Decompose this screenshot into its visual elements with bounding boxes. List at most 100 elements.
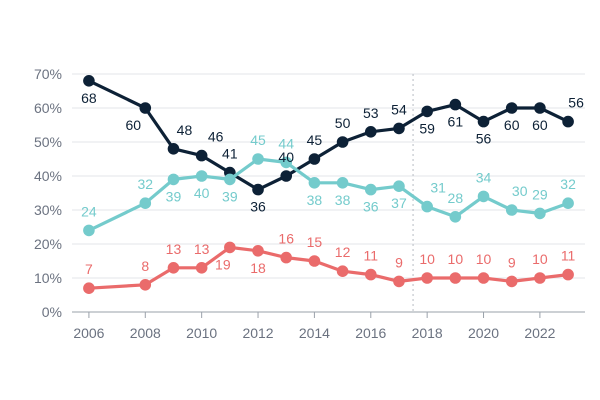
x-tick-label: 2006 <box>73 325 104 341</box>
data-label-dark-navy: 41 <box>222 146 238 162</box>
data-point-teal <box>534 207 546 220</box>
data-label-teal: 38 <box>307 192 323 208</box>
data-label-dark-navy: 68 <box>81 90 97 106</box>
data-point-teal <box>195 170 208 182</box>
x-tick-label: 2010 <box>186 325 217 341</box>
data-point-coral <box>139 279 152 291</box>
data-point-coral <box>505 275 518 288</box>
series-line-coral <box>88 245 569 290</box>
data-label-coral: 10 <box>448 251 464 267</box>
data-label-teal: 36 <box>363 199 379 215</box>
x-tick-label: 2008 <box>130 325 161 341</box>
data-point-dark-navy <box>562 115 574 128</box>
data-point-dark-navy <box>308 153 321 165</box>
data-label-coral: 13 <box>194 241 210 257</box>
x-tick-label: 2014 <box>299 325 330 341</box>
data-point-dark-navy <box>505 102 518 114</box>
y-tick-label: 0% <box>42 304 62 320</box>
data-point-coral <box>280 251 293 264</box>
data-label-coral: 8 <box>141 258 149 274</box>
data-point-dark-navy <box>534 102 546 114</box>
data-label-dark-navy: 54 <box>391 101 407 117</box>
x-tick-label: 2018 <box>412 325 443 341</box>
data-label-coral: 11 <box>364 248 379 264</box>
data-label-dark-navy: 56 <box>568 95 584 111</box>
data-point-teal <box>364 183 377 196</box>
data-point-teal <box>421 200 433 213</box>
data-label-teal: 30 <box>512 183 528 199</box>
data-point-teal <box>83 224 95 237</box>
data-point-dark-navy <box>195 149 208 162</box>
y-tick-label: 70% <box>34 66 62 82</box>
x-tick-label: 2022 <box>524 325 555 341</box>
data-label-teal: 40 <box>194 185 210 201</box>
data-point-teal <box>139 197 152 209</box>
data-point-teal <box>505 204 518 216</box>
data-point-teal <box>308 177 321 189</box>
data-label-dark-navy: 46 <box>208 129 224 145</box>
data-point-teal <box>280 156 293 169</box>
data-label-coral: 19 <box>215 256 231 272</box>
y-tick-label: 60% <box>34 100 62 116</box>
y-tick-label: 50% <box>34 134 62 150</box>
data-point-dark-navy <box>252 183 264 196</box>
data-label-teal: 31 <box>430 180 446 196</box>
data-label-teal: 37 <box>391 195 407 211</box>
data-label-teal: 32 <box>560 176 576 192</box>
data-point-teal <box>167 173 180 186</box>
data-point-dark-navy <box>280 170 293 182</box>
data-point-coral <box>252 245 264 257</box>
data-point-coral <box>83 282 95 295</box>
data-label-coral: 18 <box>250 260 266 276</box>
data-label-teal: 29 <box>532 186 548 202</box>
data-point-coral <box>167 262 180 274</box>
data-label-coral: 15 <box>307 234 323 250</box>
data-point-dark-navy <box>393 122 405 135</box>
data-point-dark-navy <box>477 115 490 128</box>
data-label-coral: 16 <box>278 231 294 247</box>
data-label-coral: 10 <box>476 251 492 267</box>
data-point-dark-navy <box>421 105 433 118</box>
data-label-dark-navy: 53 <box>363 105 379 121</box>
data-label-teal: 39 <box>166 188 182 204</box>
data-point-teal <box>477 190 490 203</box>
data-label-coral: 10 <box>532 251 548 267</box>
data-label-coral: 12 <box>335 244 351 260</box>
data-label-coral: 7 <box>85 261 93 277</box>
y-tick-label: 10% <box>34 270 62 286</box>
data-label-teal: 34 <box>476 169 492 185</box>
series-line-teal <box>88 157 569 232</box>
data-label-dark-navy: 60 <box>504 117 520 133</box>
axes: 0% 10% 20% 30% 40% 50% 60% 70% 2006 2008 2010 2012 2… <box>34 66 556 341</box>
data-label-coral: 9 <box>508 254 516 270</box>
data-point-dark-navy <box>139 102 152 114</box>
data-point-coral <box>364 268 377 281</box>
data-point-dark-navy <box>336 136 349 148</box>
data-label-dark-navy: 36 <box>250 199 266 215</box>
x-tick-label: 2016 <box>355 325 386 341</box>
y-tick-label: 30% <box>34 202 62 218</box>
data-label-teal: 39 <box>222 188 238 204</box>
data-point-coral <box>336 265 349 278</box>
data-point-coral <box>421 272 433 284</box>
data-label-coral: 13 <box>166 241 182 257</box>
data-label-dark-navy: 50 <box>335 115 351 131</box>
data-point-teal <box>252 153 264 165</box>
data-point-coral <box>477 272 490 284</box>
data-label-teal: 24 <box>81 203 97 219</box>
x-tick-label: 2012 <box>242 325 273 341</box>
data-point-coral <box>534 272 546 284</box>
data-point-coral <box>449 272 462 284</box>
data-point-dark-navy <box>167 143 180 155</box>
data-label-dark-navy: 61 <box>448 114 464 130</box>
data-point-coral <box>224 241 236 254</box>
data-point-coral <box>393 275 405 288</box>
data-point-teal <box>393 180 405 192</box>
data-label-teal: 28 <box>448 190 464 206</box>
data-label-coral: 10 <box>419 251 435 267</box>
data-point-coral <box>195 262 208 274</box>
data-label-dark-navy: 60 <box>532 117 548 133</box>
data-point-teal <box>224 173 236 186</box>
